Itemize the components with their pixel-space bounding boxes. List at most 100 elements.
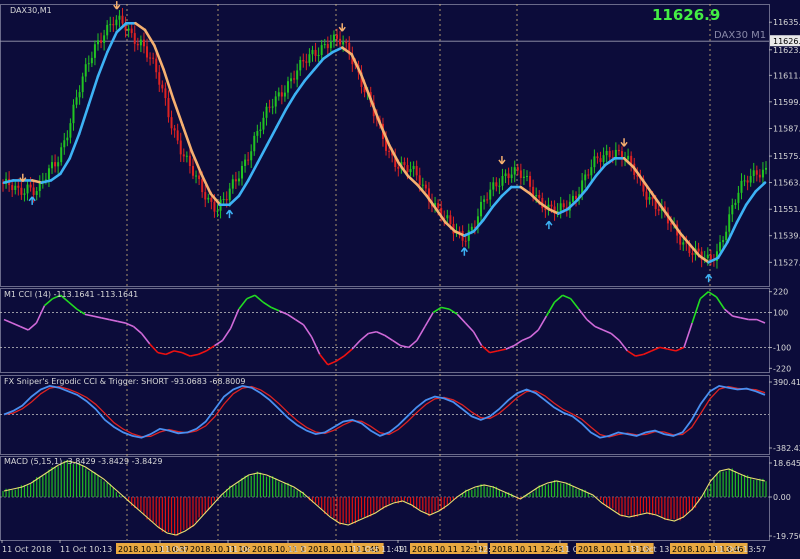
moving-average-segment [171,97,184,127]
cci-line-segment [19,325,29,331]
candle-body [648,196,651,200]
candle-body [645,191,648,200]
candle-body [78,92,81,98]
cci-line-segment [205,344,215,352]
cci-line-segment [732,315,741,319]
candle-body [317,54,320,56]
candle-body [342,42,345,45]
candle-body [332,34,335,42]
price-axis-tick-label: 11599.5 [773,98,800,107]
moving-average-segment [181,123,194,153]
candle-body [415,166,418,176]
candle-body [522,176,525,178]
cci-line-segment [181,351,191,357]
candle-body [231,179,234,189]
moving-average-segment [387,143,400,165]
candle-body [651,196,654,200]
candle-body [492,182,495,190]
cci-line-segment [464,322,475,333]
moving-average-segment [434,207,447,224]
candle-body [584,174,587,181]
candle-body [480,201,483,217]
ergodic-label: FX Sniper's Ergodic CCI & Trigger: SHORT… [4,377,245,386]
moving-average-segment [472,218,485,233]
candle-body [188,155,191,167]
candle-body [179,140,182,155]
candle-body [72,104,75,124]
candle-body [274,96,277,107]
cci-axis-tick-label: 220 [773,288,788,297]
cci-pane [0,291,769,366]
moving-average-segment [106,30,119,54]
candle-body [339,38,342,45]
ergodic-axis-tick-label: -382.4267 [773,444,800,453]
cci-pane-frame [0,288,770,373]
moving-average-segment [143,28,156,47]
cci-line-segment [35,305,46,324]
candle-body [562,203,565,208]
price-axis-tick-label: 11611.5 [773,71,800,80]
cci-line-segment [715,296,726,310]
price-pane [0,1,769,283]
candle-body [66,137,69,141]
moving-average-segment [284,92,297,111]
sell-arrow-icon [113,1,121,10]
moving-average-segment [322,50,335,60]
candle-body [228,188,231,201]
cci-line-segment [610,332,620,342]
candle-body [35,191,38,195]
time-axis-label: 12:3 [478,545,496,554]
cci-line-segment [278,310,288,316]
candle-body [237,178,240,182]
candle-body [498,185,501,187]
candle-body [336,34,339,39]
candle-body [599,158,602,162]
moving-average-segment [566,199,579,211]
candle-body [23,193,26,195]
time-highlight-box [410,543,488,554]
cci-line-segment [3,318,13,324]
candle-body [283,92,286,97]
candle-body [296,70,299,80]
cci-line-segment [27,322,37,331]
cci-axis-tick-label: 100 [773,309,788,318]
candle-body [550,204,553,207]
candle-body [688,243,691,254]
cci-line-segment [675,346,685,352]
cci-line-segment [489,350,499,354]
moving-average-segment [96,50,109,78]
candle-body [293,78,296,80]
candle-body [630,155,633,164]
candle-body [290,78,293,82]
ergodic-axis-tick-label: 390.4153 [773,378,800,387]
cci-line-segment [643,350,652,356]
candle-body [758,174,761,178]
candle-body [749,176,752,183]
cci-line-segment [456,313,467,324]
candle-body [286,81,289,93]
cci-line-segment [529,329,539,338]
cci-line-segment [343,348,353,357]
moving-average-segment [162,68,175,100]
cci-line-segment [384,334,394,342]
cci-line-segment [602,329,612,335]
candle-body [495,182,498,187]
candle-body [268,106,271,108]
moving-average-segment [622,156,635,169]
buy-arrow-icon [545,220,553,230]
candle-body [532,186,535,197]
cci-line-segment [691,298,701,324]
moving-average-segment [190,150,203,176]
cci-label: M1 CCI (14) -113.1641 -113.1641 [4,290,138,299]
cci-line-segment [11,322,21,328]
moving-average-segment [369,97,382,125]
candle-body [87,63,90,65]
cci-line-segment [368,330,377,335]
moving-average-segment [744,190,757,207]
candle-body [571,195,574,202]
candle-body [299,59,302,71]
sell-arrow-icon [19,173,27,183]
candle-body [385,138,388,151]
cci-line-segment [537,315,548,331]
moving-average-segment [77,103,90,136]
